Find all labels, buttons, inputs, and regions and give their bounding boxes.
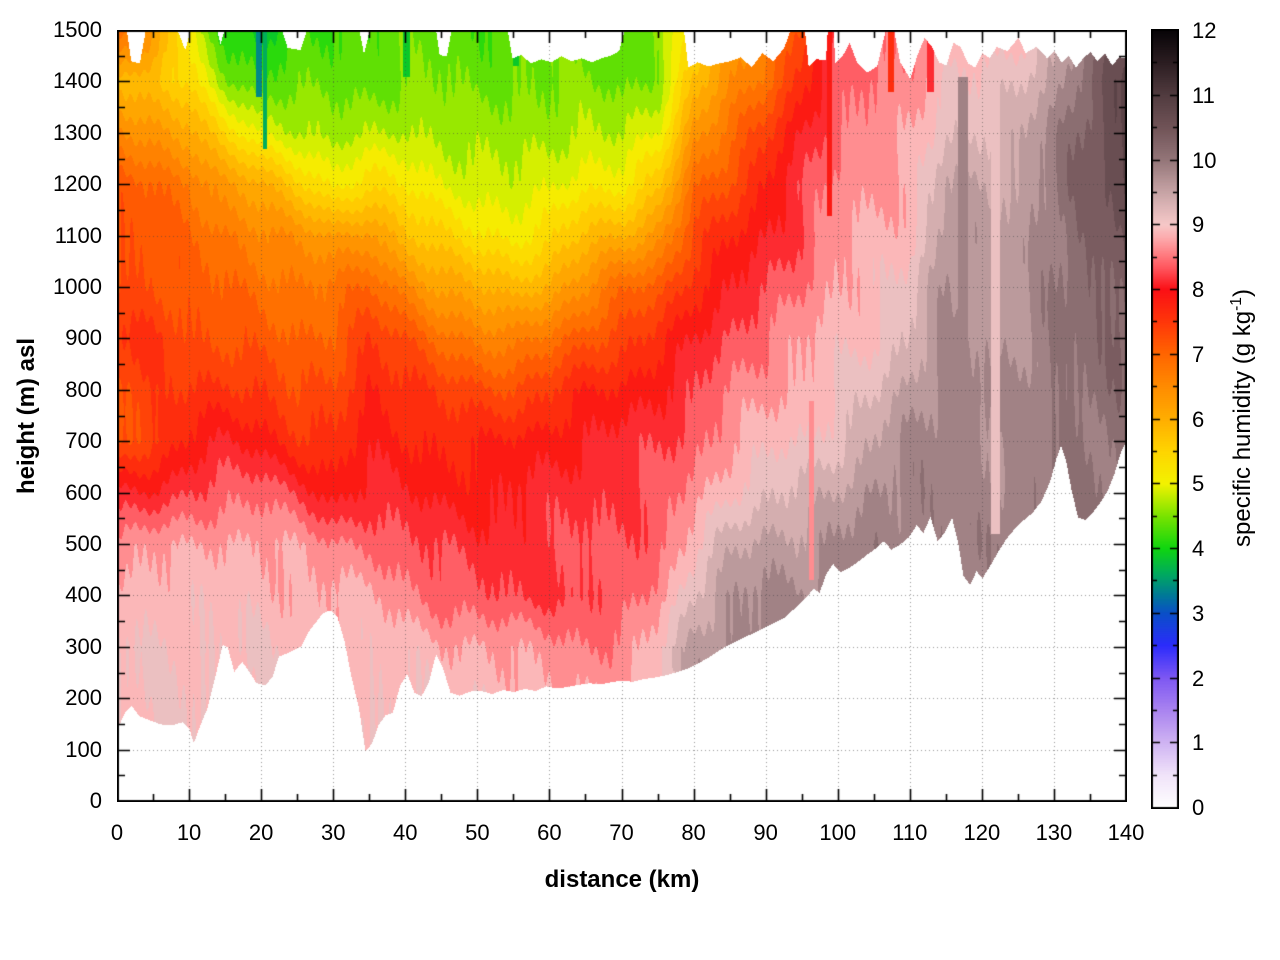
colorbar-tick-label: 10 [1192,147,1217,173]
colorbar-tick-label: 8 [1192,277,1205,302]
colorbar-tick-label: 11 [1192,82,1215,108]
x-tick-label: 50 [465,820,490,845]
x-tick-label: 140 [1107,820,1145,845]
y-tick-label: 1200 [53,171,102,197]
y-tick-label: 1000 [53,274,102,299]
colorbar [1151,29,1179,809]
x-tick-label: 90 [753,820,778,845]
colorbar-tick-label: 4 [1192,536,1205,561]
y-tick-label: 300 [65,633,102,659]
y-tick-label: 600 [65,479,102,505]
colorbar-title-superscript: -1 [1228,297,1246,311]
x-tick-label: 10 [176,820,202,845]
y-axis-title: height (m) asl [13,337,40,495]
colorbar-tick-label: 6 [1192,406,1205,432]
colorbar-tick-label: 7 [1192,341,1205,367]
humidity-field-plot [117,30,1127,802]
x-tick-label: 40 [393,820,418,845]
x-tick-label: 130 [1035,820,1073,845]
x-tick-label: 30 [320,820,346,845]
colorbar-tick-label: 1 [1192,730,1205,756]
y-tick-label: 400 [65,582,102,608]
y-tick-label: 0 [89,788,102,813]
colorbar-tick-label: 3 [1192,600,1205,626]
y-tick-label: 1300 [53,119,102,145]
colorbar-tick-label: 0 [1192,795,1205,820]
colorbar-tick-label: 2 [1192,665,1205,691]
colorbar-tick-label: 9 [1192,212,1205,238]
x-tick-label: 110 [892,820,928,845]
x-tick-label: 120 [963,820,1001,845]
x-tick-label: 80 [681,820,706,845]
x-tick-label: 60 [537,820,562,845]
colorbar-title-suffix: ) [1229,289,1256,298]
x-tick-label: 100 [819,820,857,845]
x-axis-title: distance (km) [544,866,700,893]
colorbar-title: specific humidity (g kg-1) [1228,289,1257,547]
y-tick-label: 900 [65,325,102,351]
y-tick-label: 500 [65,531,102,556]
x-tick-label: 70 [609,820,634,845]
x-tick-label: 0 [110,820,124,845]
y-tick-label: 800 [65,376,102,402]
y-tick-label: 1100 [54,222,102,248]
y-tick-label: 1400 [53,68,102,94]
colorbar-tick-label: 12 [1192,18,1217,43]
x-tick-label: 20 [248,820,274,845]
colorbar-tick-label: 5 [1192,471,1205,497]
y-tick-label: 200 [65,685,102,711]
colorbar-title-text: specific humidity (g kg [1229,310,1256,547]
y-tick-label: 100 [65,736,102,762]
y-tick-label: 700 [65,428,102,454]
y-tick-label: 1500 [53,17,102,42]
